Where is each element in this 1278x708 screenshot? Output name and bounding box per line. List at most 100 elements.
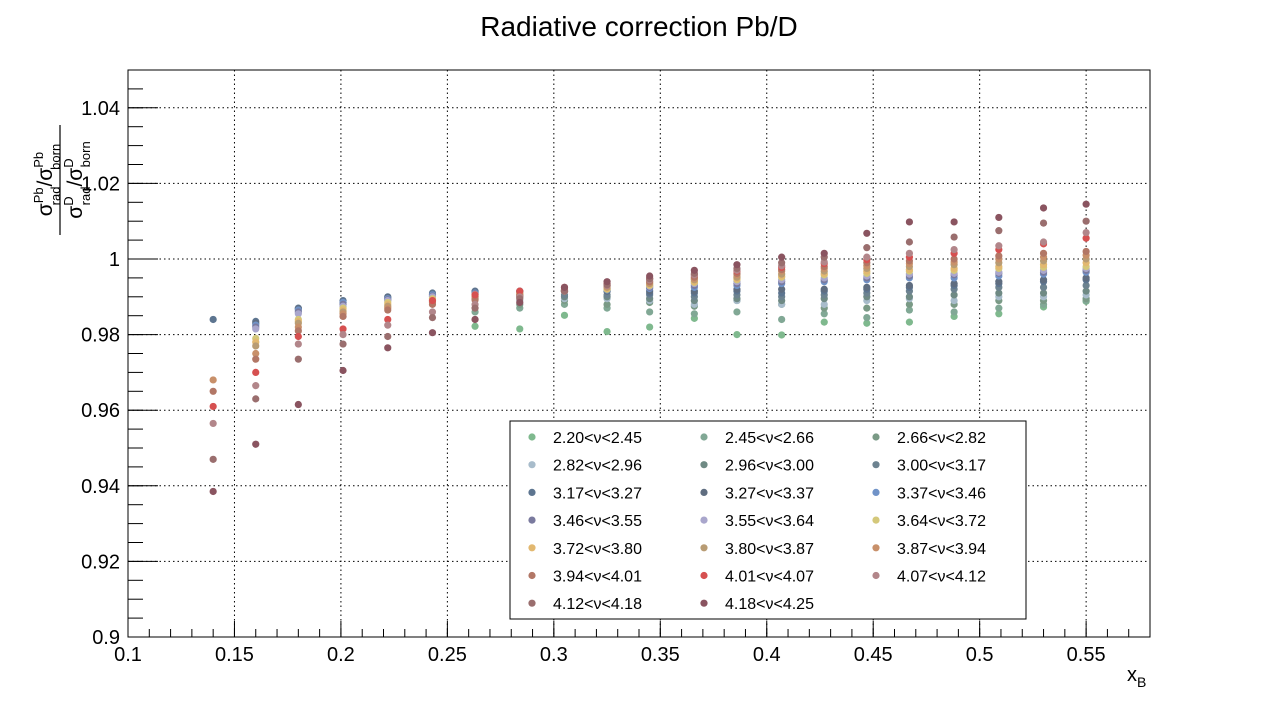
- data-point: [252, 395, 260, 403]
- data-point: [428, 308, 437, 316]
- data-point: [646, 308, 654, 316]
- data-points: [209, 200, 1090, 496]
- data-point: [1039, 249, 1048, 257]
- data-point: [995, 289, 1003, 297]
- data-point: [863, 253, 871, 261]
- data-point: [471, 315, 479, 324]
- x-tick-label: 0.15: [215, 644, 254, 666]
- data-point: [294, 327, 302, 335]
- data-point: [863, 283, 871, 291]
- x-tick-label: 0.1: [114, 644, 142, 666]
- x-tick-label: 0.55: [1067, 644, 1106, 666]
- data-point: [252, 355, 260, 363]
- data-point: [646, 272, 654, 280]
- data-point: [384, 306, 392, 314]
- data-point: [995, 252, 1003, 260]
- data-point: [778, 259, 786, 267]
- legend-label: 3.87<ν<3.94: [897, 541, 986, 558]
- y-tick-label: 1.02: [81, 173, 120, 195]
- data-point: [209, 455, 217, 463]
- data-point: [950, 279, 958, 288]
- y-label-denominator: σD rad/σD born: [61, 141, 93, 218]
- data-point: [950, 291, 958, 299]
- data-point: [252, 382, 260, 390]
- data-point: [905, 293, 914, 301]
- data-point: [428, 313, 437, 322]
- data-point: [1039, 276, 1048, 284]
- legend-marker: [872, 571, 880, 580]
- data-point: [252, 440, 260, 448]
- data-point: [560, 311, 569, 319]
- y-tick-label: 1: [109, 249, 120, 271]
- data-point: [1082, 200, 1090, 208]
- data-point: [471, 291, 479, 299]
- x-tick-labels: 0.1 0.15 0.2 0.25 0.3 0.35 0.4 0.45 0.5 0.55: [114, 644, 1106, 666]
- x-axis-label: xB: [1127, 664, 1146, 690]
- legend: 2.20<ν<2.45 2.45<ν<2.66 2.66<ν<2.82 2.82<ν<…: [509, 420, 1027, 620]
- data-point: [1082, 234, 1090, 242]
- legend-label: 3.27<ν<3.37: [725, 485, 814, 502]
- data-point: [428, 329, 437, 337]
- data-point: [1039, 238, 1048, 246]
- legend-label: 4.18<ν<4.25: [725, 596, 814, 613]
- data-point: [560, 283, 569, 291]
- data-point: [950, 255, 958, 263]
- legend-marker: [528, 433, 536, 441]
- data-point: [384, 315, 392, 324]
- axis-ticks: [127, 69, 1151, 638]
- legend-marker: [528, 461, 536, 469]
- data-point: [209, 487, 217, 496]
- data-point: [252, 368, 260, 376]
- data-point: [778, 253, 786, 261]
- data-point: [384, 332, 392, 341]
- data-point: [252, 325, 260, 333]
- data-point: [863, 319, 871, 327]
- data-point: [690, 310, 698, 318]
- data-point: [339, 312, 347, 321]
- y-tick-label: 0.92: [81, 551, 120, 573]
- x-tick-label: 0.25: [428, 644, 467, 666]
- legend-label: 2.82<ν<2.96: [553, 458, 642, 475]
- data-point: [603, 278, 611, 286]
- legend-label: 3.37<ν<3.46: [897, 485, 986, 502]
- data-point: [1082, 217, 1090, 225]
- chart-title: Radiative correction Pb/D: [480, 11, 797, 42]
- legend-marker: [700, 544, 708, 552]
- data-point: [384, 321, 392, 329]
- data-point: [1039, 204, 1048, 212]
- data-point: [1082, 287, 1090, 295]
- legend-marker: [528, 599, 536, 607]
- legend-marker: [700, 516, 708, 524]
- data-point: [950, 233, 958, 241]
- x-tick-label: 0.5: [966, 644, 994, 666]
- data-point: [471, 304, 479, 312]
- data-point: [516, 298, 524, 307]
- data-point: [995, 242, 1003, 250]
- data-point: [863, 229, 871, 237]
- data-point: [428, 296, 437, 305]
- legend-label: 3.72<ν<3.80: [553, 541, 642, 558]
- legend-label: 2.96<ν<3.00: [725, 458, 814, 475]
- data-point: [733, 308, 741, 316]
- data-point: [905, 238, 914, 246]
- legend-label: 4.12<ν<4.18: [553, 596, 642, 613]
- data-point: [294, 310, 302, 318]
- data-point: [252, 342, 260, 350]
- legend-label: 2.20<ν<2.45: [553, 430, 642, 447]
- data-point: [905, 306, 914, 314]
- legend-marker: [872, 544, 880, 552]
- legend-label: 3.55<ν<3.64: [725, 513, 814, 530]
- y-tick-label: 0.94: [81, 476, 120, 498]
- data-point: [294, 400, 302, 409]
- data-point: [252, 349, 260, 358]
- data-point: [516, 325, 524, 333]
- data-point: [950, 245, 958, 254]
- data-point: [733, 261, 741, 269]
- legend-marker: [528, 571, 536, 580]
- data-point: [995, 278, 1003, 286]
- data-point: [339, 366, 347, 375]
- data-point: [294, 355, 302, 363]
- y-tick-label: 0.98: [81, 325, 120, 347]
- legend-label: 3.80<ν<3.87: [725, 541, 814, 558]
